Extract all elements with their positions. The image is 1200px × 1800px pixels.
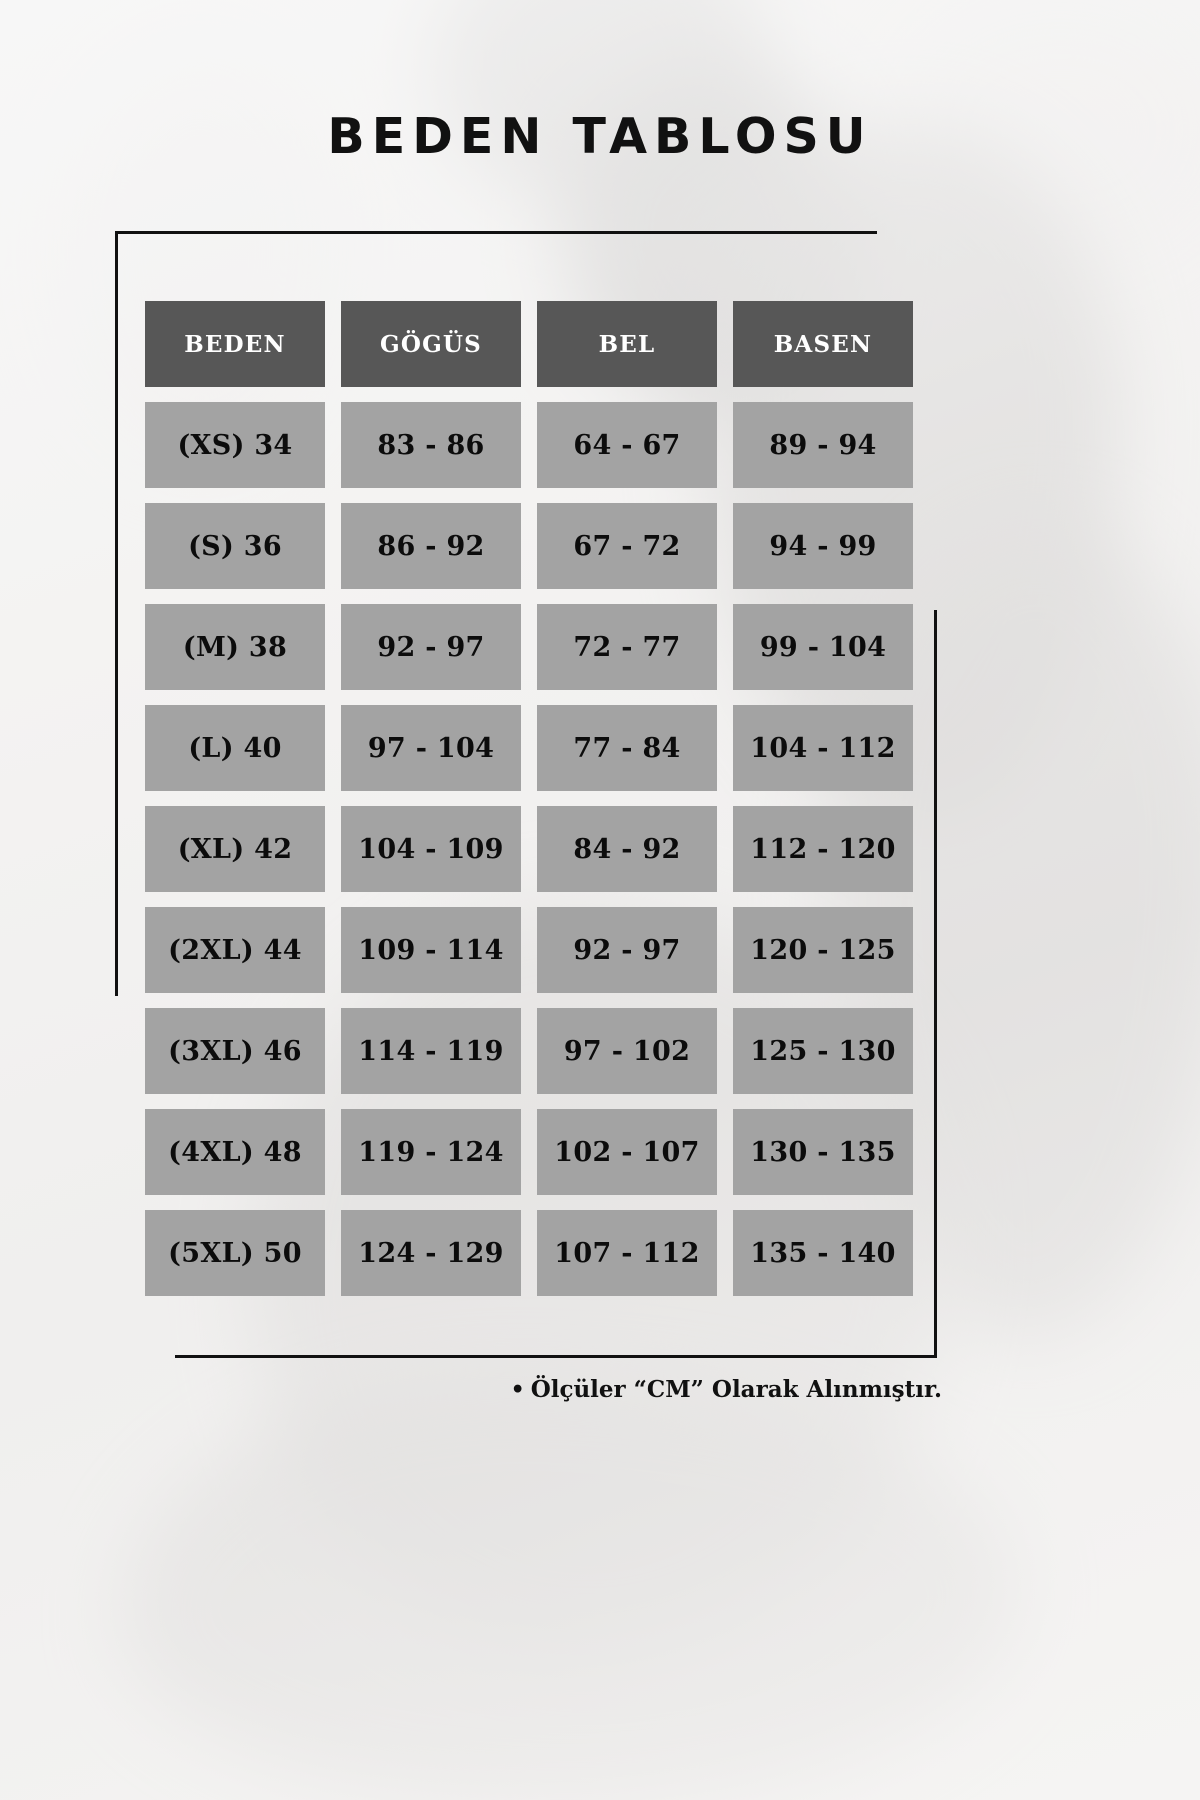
cell-bel: 92 - 97 [537,907,717,993]
cell-bel: 107 - 112 [537,1210,717,1296]
cell-basen: 120 - 125 [733,907,913,993]
cell-beden: (S) 36 [145,503,325,589]
cell-bel: 72 - 77 [537,604,717,690]
cell-basen: 112 - 120 [733,806,913,892]
cell-basen: 125 - 130 [733,1008,913,1094]
cell-bel: 84 - 92 [537,806,717,892]
cell-bel: 67 - 72 [537,503,717,589]
bracket-bottom-vertical-rule [934,610,937,1358]
cell-basen: 135 - 140 [733,1210,913,1296]
cell-bel: 77 - 84 [537,705,717,791]
cell-beden: (L) 40 [145,705,325,791]
cell-bel: 102 - 107 [537,1109,717,1195]
bracket-top-horizontal-rule [115,231,877,234]
table-row: (3XL) 46 114 - 119 97 - 102 125 - 130 [145,1008,913,1094]
table-row: (2XL) 44 109 - 114 92 - 97 120 - 125 [145,907,913,993]
page-title: BEDEN TABLOSU [327,108,873,165]
footnote: • Ölçüler “CM” Olarak Alınmıştır. [0,1376,1200,1403]
column-header-gogus: GÖGÜS [341,301,521,387]
cell-beden: (M) 38 [145,604,325,690]
cell-gogus: 124 - 129 [341,1210,521,1296]
footnote-text: Ölçüler “CM” Olarak Alınmıştır. [530,1376,942,1403]
cell-basen: 99 - 104 [733,604,913,690]
cell-gogus: 119 - 124 [341,1109,521,1195]
table-row: (XL) 42 104 - 109 84 - 92 112 - 120 [145,806,913,892]
cell-basen: 104 - 112 [733,705,913,791]
cell-bel: 97 - 102 [537,1008,717,1094]
column-header-basen: BASEN [733,301,913,387]
cell-beden: (3XL) 46 [145,1008,325,1094]
cell-gogus: 114 - 119 [341,1008,521,1094]
column-header-beden: BEDEN [145,301,325,387]
table-row: (4XL) 48 119 - 124 102 - 107 130 - 135 [145,1109,913,1195]
cell-gogus: 104 - 109 [341,806,521,892]
cell-beden: (XL) 42 [145,806,325,892]
table-row: (5XL) 50 124 - 129 107 - 112 135 - 140 [145,1210,913,1296]
cell-gogus: 97 - 104 [341,705,521,791]
cell-beden: (XS) 34 [145,402,325,488]
cell-beden: (2XL) 44 [145,907,325,993]
table-header-row: BEDEN GÖGÜS BEL BASEN [145,301,913,387]
cell-basen: 89 - 94 [733,402,913,488]
cell-basen: 94 - 99 [733,503,913,589]
size-table: BEDEN GÖGÜS BEL BASEN (XS) 34 83 - 86 64… [145,301,913,1311]
cell-beden: (4XL) 48 [145,1109,325,1195]
column-header-bel: BEL [537,301,717,387]
bracket-top-vertical-rule [115,231,118,996]
table-row: (XS) 34 83 - 86 64 - 67 89 - 94 [145,402,913,488]
cell-gogus: 83 - 86 [341,402,521,488]
table-row: (L) 40 97 - 104 77 - 84 104 - 112 [145,705,913,791]
cell-gogus: 109 - 114 [341,907,521,993]
cell-basen: 130 - 135 [733,1109,913,1195]
bullet-icon: • [510,1377,525,1403]
cell-gogus: 86 - 92 [341,503,521,589]
table-row: (M) 38 92 - 97 72 - 77 99 - 104 [145,604,913,690]
cell-bel: 64 - 67 [537,402,717,488]
bracket-bottom-horizontal-rule [175,1355,937,1358]
cell-gogus: 92 - 97 [341,604,521,690]
table-row: (S) 36 86 - 92 67 - 72 94 - 99 [145,503,913,589]
cell-beden: (5XL) 50 [145,1210,325,1296]
